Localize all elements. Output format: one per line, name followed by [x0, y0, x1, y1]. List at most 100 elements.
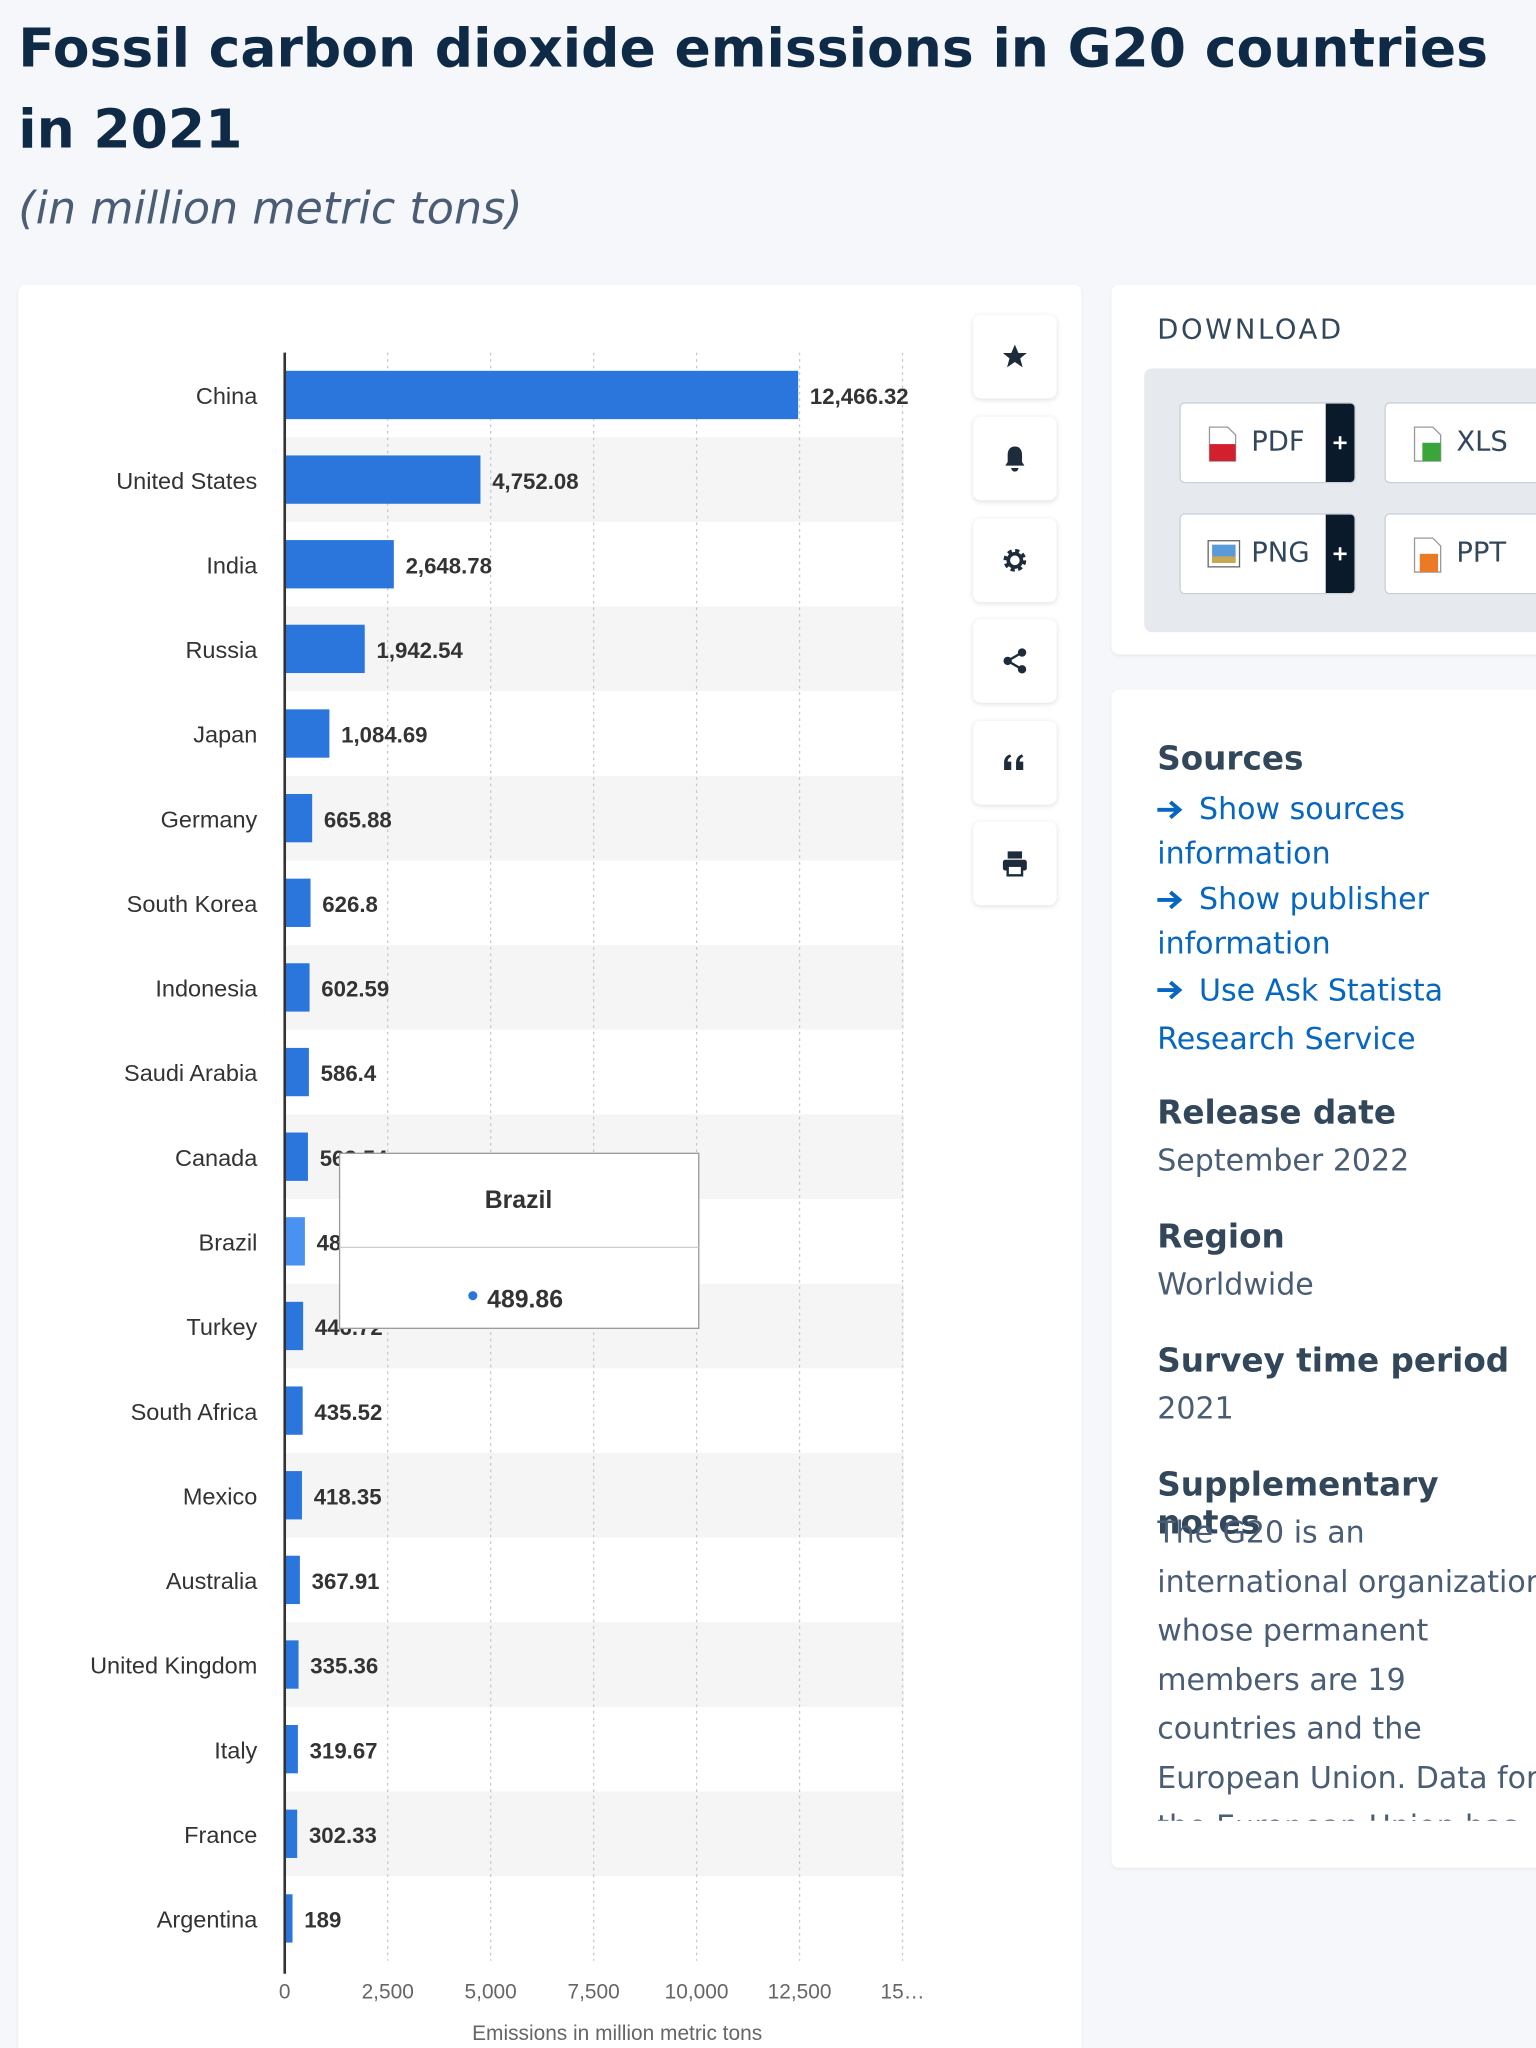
download-png[interactable]: PNG: [1179, 513, 1356, 595]
bar: [284, 793, 313, 843]
x-tick-label: 0: [279, 1980, 291, 2003]
bar: [284, 1386, 303, 1435]
data-label: 189: [304, 1908, 341, 1933]
data-label: 4,752.08: [492, 469, 578, 494]
y-tick-label: France: [184, 1822, 257, 1848]
bar: [284, 455, 481, 504]
button-label: PDF: [1251, 425, 1305, 458]
download-ppt[interactable]: PPT: [1384, 513, 1536, 595]
y-tick-label: Saudi Arabia: [124, 1060, 258, 1086]
data-label: 602.59: [321, 977, 389, 1002]
y-tick-label: Argentina: [157, 1907, 259, 1933]
y-tick-label: South Korea: [127, 891, 259, 917]
y-tick-label: United Kingdom: [90, 1653, 257, 1679]
button-label: PNG: [1251, 536, 1310, 569]
bar: [284, 1471, 302, 1520]
xls-icon: [1413, 426, 1442, 462]
download-pdf[interactable]: PDF: [1179, 402, 1356, 484]
data-label: 665.88: [324, 807, 392, 832]
chart-title: Fossil carbon dioxide emissions in G20 c…: [18, 16, 1489, 161]
download-xls[interactable]: XLS: [1384, 402, 1536, 484]
share-button[interactable]: [973, 619, 1057, 703]
bar: [284, 709, 330, 758]
bar: [284, 1724, 298, 1774]
region: Worldwide: [1157, 1268, 1314, 1303]
y-tick-label: Italy: [214, 1737, 257, 1763]
data-label: 435.52: [314, 1400, 382, 1425]
y-tick-label: United States: [116, 468, 257, 494]
data-label: 2,648.78: [406, 553, 492, 578]
cite-button[interactable]: [973, 720, 1057, 805]
link-text: Show publisher information: [1157, 882, 1430, 962]
y-tick-label: Germany: [161, 806, 258, 832]
y-tick-label: Canada: [175, 1145, 258, 1171]
x-tick-label: 10,000: [665, 1980, 729, 2003]
release-date: September 2022: [1157, 1144, 1410, 1179]
bar: [284, 878, 311, 927]
chart: 0 2,500 5,000 7,500 10,000 12,500 15… Emissions…: [90, 352, 925, 2045]
survey-period: 2021: [1157, 1392, 1234, 1427]
tooltip-value: 489.86: [487, 1286, 563, 1313]
bar: [284, 370, 799, 420]
settings-button[interactable]: [973, 518, 1057, 603]
bar: [284, 1894, 293, 1943]
sources-link[interactable]: Show sources information: [1157, 788, 1523, 877]
row-band: [284, 1791, 904, 1877]
data-label: 319.67: [310, 1738, 378, 1763]
notes-heading: Supplementary notes: [1157, 1465, 1439, 1542]
data-label: 586.4: [321, 1061, 377, 1086]
x-tick-label: 7,500: [568, 1980, 620, 2003]
sources-heading: Sources: [1157, 739, 1304, 778]
x-tick-label: 12,500: [768, 1980, 832, 2003]
x-axis-label: Emissions in million metric tons: [472, 2022, 762, 2045]
y-tick-label: Australia: [166, 1568, 258, 1594]
y-tick-label: Brazil: [199, 1229, 258, 1255]
x-tick-label: 2,500: [362, 1980, 414, 2003]
y-tick-label: Russia: [185, 637, 258, 663]
bar: [284, 1047, 309, 1097]
tooltip: Brazil 489.86: [338, 1152, 700, 1329]
link-text: Use Ask Statista Research Service: [1157, 974, 1444, 1057]
publisher-link[interactable]: Show publisher information: [1157, 878, 1523, 967]
chart-subtitle: (in million metric tons): [18, 182, 523, 236]
y-tick-label: China: [196, 383, 258, 409]
plus: [1325, 403, 1355, 482]
bar: [284, 540, 394, 589]
favorite-button[interactable]: [973, 314, 1057, 399]
data-label: 1,942.54: [376, 638, 463, 663]
data-label: 418.35: [314, 1484, 382, 1509]
download-heading: DOWNLOAD: [1157, 313, 1344, 345]
plus: [1325, 514, 1355, 593]
y-tick-label: Indonesia: [155, 976, 258, 1002]
data-label: 12,466.32: [810, 384, 909, 409]
tooltip-dot: [468, 1291, 478, 1301]
y-tick-label: Mexico: [183, 1483, 257, 1509]
y-tick-label: South Africa: [131, 1399, 259, 1425]
png-icon: [1207, 540, 1241, 568]
region-heading: Region: [1157, 1217, 1285, 1256]
data-label: 335.36: [310, 1654, 378, 1679]
notification-button[interactable]: [973, 416, 1057, 501]
ppt-icon: [1413, 537, 1442, 573]
x-tick-label: 5,000: [465, 1980, 517, 2003]
release-date-heading: Release date: [1157, 1093, 1396, 1132]
tooltip-title: Brazil: [485, 1187, 553, 1214]
bar: [284, 1301, 304, 1351]
survey-period-heading: Survey time period: [1157, 1341, 1510, 1380]
button-label: PPT: [1456, 536, 1507, 569]
bar: [284, 1640, 299, 1689]
bar: [284, 963, 310, 1012]
print-button[interactable]: [973, 821, 1057, 906]
bar: [284, 1809, 298, 1858]
link-text: Show sources information: [1157, 792, 1406, 872]
info-card: [1111, 689, 1536, 1868]
bar: [284, 1555, 300, 1605]
x-tick-label: 15…: [880, 1980, 924, 2003]
button-label: XLS: [1456, 425, 1508, 458]
pdf-icon: [1208, 426, 1237, 462]
notes: The G20 is an international organization…: [1157, 1516, 1536, 1820]
y-tick-label: Japan: [193, 722, 257, 748]
research-link[interactable]: Use Ask Statista Research Service: [1157, 968, 1523, 1065]
bar: [284, 1217, 305, 1266]
